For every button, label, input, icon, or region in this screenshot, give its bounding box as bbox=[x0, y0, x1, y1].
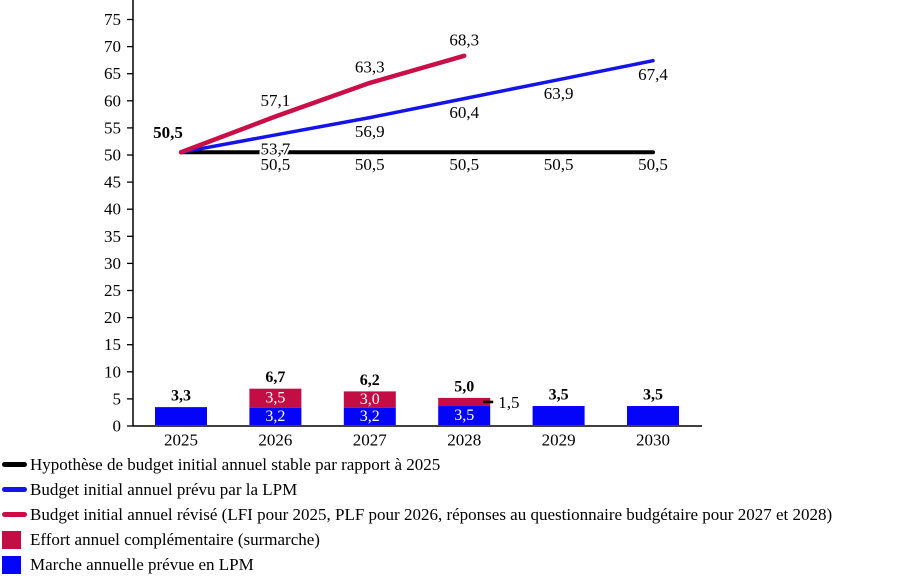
y-tick-label: 50 bbox=[104, 146, 121, 165]
bar-total-label: 3,5 bbox=[549, 387, 569, 404]
line-value-label: 60,4 bbox=[449, 103, 479, 122]
legend-item-stable: Hypothèse de budget initial annuel stabl… bbox=[2, 452, 899, 477]
bar-segment-surmarche bbox=[343, 391, 396, 408]
line-value-label: 68,3 bbox=[449, 30, 479, 49]
line-revise bbox=[178, 53, 467, 155]
line-value-label: 50,5 bbox=[544, 155, 574, 174]
bar-segment-marche bbox=[155, 407, 207, 425]
y-tick-label: 0 bbox=[113, 417, 122, 436]
bar-total-label: 6,7 bbox=[265, 369, 285, 386]
blue-line-swatch bbox=[2, 487, 27, 492]
bar-value-label: 3,5 bbox=[265, 390, 285, 407]
y-tick-label: 70 bbox=[104, 37, 121, 56]
bar-total-label: 6,2 bbox=[360, 372, 380, 389]
y-tick-label: 30 bbox=[104, 254, 121, 273]
x-tick-label: 2028 bbox=[447, 431, 481, 450]
red-square-swatch bbox=[2, 530, 21, 549]
y-tick-label: 25 bbox=[104, 281, 121, 300]
y-tick-label: 10 bbox=[104, 362, 121, 381]
legend-label: Budget initial annuel révisé (LFI pour 2… bbox=[30, 504, 833, 524]
y-tick-label: 75 bbox=[104, 10, 121, 29]
legend-label: Marche annuelle prévue en LPM bbox=[30, 554, 254, 574]
bar-segment-surmarche bbox=[438, 397, 491, 407]
x-tick-label: 2027 bbox=[353, 431, 388, 450]
legend-item-marche: Marche annuelle prévue en LPM bbox=[2, 552, 899, 577]
legend-swatch-wrap bbox=[2, 462, 30, 467]
x-tick-label: 2025 bbox=[164, 431, 198, 450]
bar-segment-marche bbox=[627, 406, 679, 425]
line-value-label: 67,4 bbox=[638, 65, 668, 84]
legend-item-lpm: Budget initial annuel prévu par la LPM bbox=[2, 477, 899, 502]
chart-legend: Hypothèse de budget initial annuel stabl… bbox=[2, 452, 899, 577]
y-tick-label: 65 bbox=[104, 64, 121, 83]
bar-segment-marche bbox=[438, 406, 491, 425]
y-tick-label: 5 bbox=[113, 389, 122, 408]
bar-value-label: 3,2 bbox=[360, 408, 380, 425]
callout-label: 1,5 bbox=[498, 393, 519, 412]
legend-label: Hypothèse de budget initial annuel stabl… bbox=[30, 454, 441, 474]
y-tick-label: 55 bbox=[104, 118, 121, 137]
legend-label: Effort annuel complémentaire (surmarche) bbox=[30, 529, 320, 549]
bar-value-label: 3,5 bbox=[454, 407, 474, 424]
start-value-label: 50,5 bbox=[153, 123, 183, 142]
bar-value-label: 3,2 bbox=[265, 408, 285, 425]
y-tick-label: 15 bbox=[104, 335, 121, 354]
blue-square-swatch bbox=[2, 555, 21, 574]
x-tick-label: 2029 bbox=[542, 431, 576, 450]
line-value-label: 50,5 bbox=[261, 155, 291, 174]
y-tick-label: 40 bbox=[104, 200, 121, 219]
legend-swatch-wrap bbox=[2, 555, 30, 574]
line-value-label: 50,5 bbox=[355, 155, 385, 174]
line-value-label: 57,1 bbox=[261, 91, 291, 110]
y-tick-label: 35 bbox=[104, 227, 121, 246]
legend-item-revise: Budget initial annuel révisé (LFI pour 2… bbox=[2, 502, 899, 527]
line-value-label: 53,7 bbox=[261, 139, 291, 158]
legend-swatch-wrap bbox=[2, 487, 30, 492]
y-tick-label: 20 bbox=[104, 308, 121, 327]
line-value-label: 56,9 bbox=[355, 122, 385, 141]
bar-value-label: 3,0 bbox=[360, 391, 380, 408]
x-tick-label: 2030 bbox=[636, 431, 670, 450]
legend-swatch-wrap bbox=[2, 512, 30, 517]
y-tick-label: 60 bbox=[104, 91, 121, 110]
y-tick-label: 45 bbox=[104, 173, 121, 192]
line-lpm bbox=[179, 58, 655, 155]
black-line-swatch bbox=[2, 462, 27, 467]
bar-total-label: 3,5 bbox=[643, 387, 663, 404]
line-value-label: 50,5 bbox=[449, 155, 479, 174]
line-value-label: 50,5 bbox=[638, 155, 668, 174]
bar-segment-marche bbox=[343, 407, 396, 425]
red-line-swatch bbox=[2, 512, 27, 517]
bar-total-label: 3,3 bbox=[171, 388, 191, 405]
legend-swatch-wrap bbox=[2, 530, 30, 549]
bar-segment-marche bbox=[249, 407, 302, 425]
line-value-label: 63,9 bbox=[544, 84, 574, 103]
bar-segment-marche bbox=[532, 406, 585, 425]
line-value-label: 63,3 bbox=[355, 57, 385, 76]
bar-segment-surmarche bbox=[249, 388, 302, 408]
x-tick-label: 2026 bbox=[258, 431, 292, 450]
bar-total-label: 5,0 bbox=[454, 378, 474, 395]
legend-label: Budget initial annuel prévu par la LPM bbox=[30, 479, 298, 499]
legend-item-surmarche: Effort annuel complémentaire (surmarche) bbox=[2, 527, 899, 552]
